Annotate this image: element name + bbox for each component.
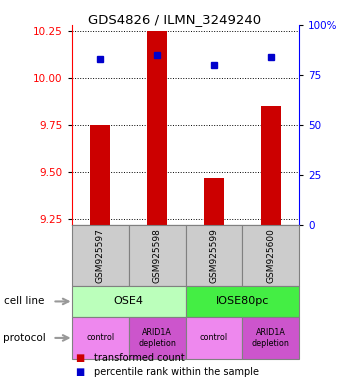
- Text: GSM925597: GSM925597: [96, 228, 105, 283]
- Text: ■: ■: [75, 353, 84, 363]
- Text: protocol: protocol: [4, 333, 46, 343]
- Text: OSE4: OSE4: [114, 296, 144, 306]
- Text: IOSE80pc: IOSE80pc: [216, 296, 269, 306]
- Text: GSM925598: GSM925598: [153, 228, 162, 283]
- Text: GSM925600: GSM925600: [266, 228, 275, 283]
- Bar: [147, 31, 167, 225]
- Text: control: control: [200, 333, 228, 343]
- Text: ARID1A
depletion: ARID1A depletion: [252, 328, 290, 348]
- Text: GSM925599: GSM925599: [209, 228, 218, 283]
- Text: percentile rank within the sample: percentile rank within the sample: [94, 367, 259, 377]
- Bar: [204, 177, 224, 225]
- Text: ■: ■: [75, 367, 84, 377]
- Text: ARID1A
depletion: ARID1A depletion: [138, 328, 176, 348]
- Text: control: control: [86, 333, 114, 343]
- Text: GDS4826 / ILMN_3249240: GDS4826 / ILMN_3249240: [89, 13, 261, 26]
- Text: cell line: cell line: [4, 296, 44, 306]
- Bar: [261, 106, 281, 225]
- Text: transformed count: transformed count: [94, 353, 185, 363]
- Bar: [90, 125, 110, 225]
